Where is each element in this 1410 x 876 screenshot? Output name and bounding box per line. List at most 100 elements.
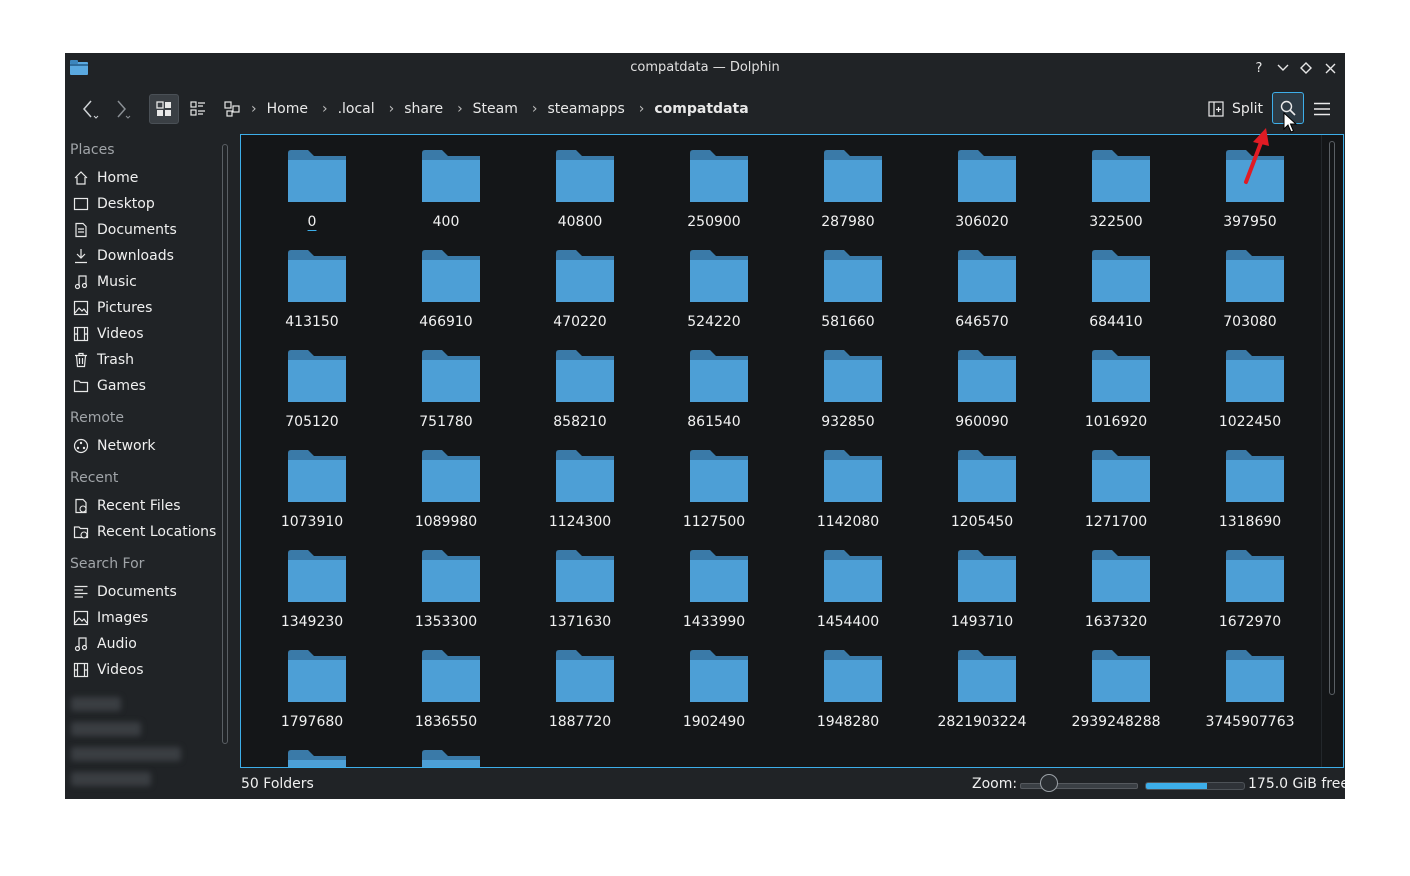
details-view-button[interactable]	[183, 94, 213, 124]
zoom-slider-handle[interactable]	[1040, 774, 1058, 792]
folder-item[interactable]: 413150	[245, 235, 379, 335]
folder-item[interactable]: 2939248288	[1049, 635, 1183, 735]
breadcrumb-separator-icon: ›	[531, 101, 538, 117]
breadcrumb-steam[interactable]: Steam	[472, 101, 518, 117]
content-scrollbar[interactable]	[1329, 141, 1335, 695]
folder-item[interactable]: 397950	[1183, 135, 1317, 235]
folder-item[interactable]: 466910	[379, 235, 513, 335]
folder-item[interactable]: 932850	[781, 335, 915, 435]
zoom-slider-track[interactable]	[1020, 783, 1138, 789]
minimize-button[interactable]	[1273, 58, 1293, 78]
folder-item[interactable]: 1318690	[1183, 435, 1317, 535]
folder-item[interactable]: 3745907763	[1183, 635, 1317, 735]
free-space-bar	[1145, 782, 1245, 790]
close-button[interactable]	[1320, 58, 1340, 78]
folder-item[interactable]: 1073910	[245, 435, 379, 535]
folder-item[interactable]: 0	[245, 135, 379, 235]
breadcrumb-steamapps[interactable]: steamapps	[547, 101, 625, 117]
folder-item[interactable]: 322500	[1049, 135, 1183, 235]
folder-item[interactable]: 40800	[513, 135, 647, 235]
diamond-icon	[1300, 62, 1312, 74]
folder-item[interactable]: 646570	[915, 235, 1049, 335]
sidebar-item-network[interactable]: Network	[73, 435, 155, 457]
sidebar-item-downloads[interactable]: Downloads	[73, 245, 174, 267]
folder-item[interactable]: 1124300	[513, 435, 647, 535]
folder-label: 858210	[553, 414, 607, 430]
folder-item[interactable]: 581660	[781, 235, 915, 335]
folder-item[interactable]: 1493710	[915, 535, 1049, 635]
folder-item[interactable]: 1836550	[379, 635, 513, 735]
sidebar-item-recent-files[interactable]: Recent Files	[73, 495, 181, 517]
folder-item[interactable]: 306020	[915, 135, 1049, 235]
sidebar-item-games[interactable]: Games	[73, 375, 146, 397]
sidebar-item-documents[interactable]: Documents	[73, 219, 177, 241]
folder-item[interactable]: 684410	[1049, 235, 1183, 335]
titlebar: compatdata — Dolphin ?	[65, 53, 1345, 82]
folder-item[interactable]	[245, 735, 379, 767]
sidebar-item-recent-locations[interactable]: Recent Locations	[73, 521, 216, 543]
folder-item[interactable]: 751780	[379, 335, 513, 435]
file-view[interactable]: 0 400 40800 250900 287980 306020 322500 397950 4…	[240, 134, 1344, 768]
icons-view-button[interactable]	[149, 94, 179, 124]
sidebar-item-videos[interactable]: Videos	[73, 323, 144, 345]
folder-item[interactable]: 1637320	[1049, 535, 1183, 635]
sidebar-item-trash[interactable]: Trash	[73, 349, 134, 371]
folder-item[interactable]: 1948280	[781, 635, 915, 735]
folder-item[interactable]: 287980	[781, 135, 915, 235]
folder-item[interactable]	[379, 735, 513, 767]
folder-item[interactable]: 705120	[245, 335, 379, 435]
hamburger-menu-button[interactable]	[1311, 96, 1333, 122]
maximize-button[interactable]	[1296, 58, 1316, 78]
folder-item[interactable]: 861540	[647, 335, 781, 435]
folder-item[interactable]: 250900	[647, 135, 781, 235]
folder-label: 684410	[1089, 314, 1143, 330]
folder-item[interactable]: 1127500	[647, 435, 781, 535]
folder-item[interactable]: 524220	[647, 235, 781, 335]
folder-item[interactable]: 1349230	[245, 535, 379, 635]
folder-item[interactable]: 960090	[915, 335, 1049, 435]
folder-item[interactable]: 703080	[1183, 235, 1317, 335]
folder-item[interactable]: 1433990	[647, 535, 781, 635]
folder-item[interactable]: 470220	[513, 235, 647, 335]
folder-item[interactable]: 1089980	[379, 435, 513, 535]
folder-item[interactable]: 1353300	[379, 535, 513, 635]
music-icon	[74, 275, 88, 290]
back-button[interactable]	[75, 96, 103, 122]
breadcrumb-home[interactable]: Home	[266, 101, 308, 117]
sidebar-item-pictures[interactable]: Pictures	[73, 297, 152, 319]
sidebar-item-label: Music	[97, 274, 137, 290]
sidebar-item-desktop[interactable]: Desktop	[73, 193, 155, 215]
folder-icon	[422, 550, 480, 602]
folder-item[interactable]: 2821903224	[915, 635, 1049, 735]
sidebar-item-music[interactable]: Music	[73, 271, 137, 293]
forward-button[interactable]	[107, 96, 135, 122]
folder-item[interactable]: 400	[379, 135, 513, 235]
folder-item[interactable]: 1887720	[513, 635, 647, 735]
sidebar-item-search-videos[interactable]: Videos	[73, 659, 144, 681]
folder-item[interactable]: 1271700	[1049, 435, 1183, 535]
folder-item[interactable]: 1797680	[245, 635, 379, 735]
folder-item[interactable]: 858210	[513, 335, 647, 435]
folder-item[interactable]: 1016920	[1049, 335, 1183, 435]
search-button[interactable]	[1272, 92, 1304, 124]
folder-item[interactable]: 1454400	[781, 535, 915, 635]
folder-item[interactable]: 1142080	[781, 435, 915, 535]
sidebar-item-home[interactable]: Home	[73, 167, 138, 189]
split-button[interactable]: Split	[1208, 96, 1263, 122]
breadcrumb-separator-icon: ›	[457, 101, 463, 117]
folder-item[interactable]: 1902490	[647, 635, 781, 735]
folder-item[interactable]: 1371630	[513, 535, 647, 635]
blurred-section	[71, 697, 121, 711]
sidebar-item-search-images[interactable]: Images	[73, 607, 148, 629]
breadcrumb-share[interactable]: share	[404, 101, 444, 117]
folder-item[interactable]: 1672970	[1183, 535, 1317, 635]
help-button[interactable]: ?	[1255, 60, 1263, 76]
folder-item[interactable]: 1022450	[1183, 335, 1317, 435]
sidebar-scrollbar[interactable]	[222, 144, 228, 744]
sidebar-item-search-audio[interactable]: Audio	[73, 633, 137, 655]
compact-view-button[interactable]	[217, 94, 247, 124]
breadcrumb-compatdata[interactable]: compatdata	[654, 101, 749, 117]
breadcrumb-local[interactable]: .local	[337, 101, 375, 117]
sidebar-item-search-documents[interactable]: Documents	[73, 581, 177, 603]
folder-item[interactable]: 1205450	[915, 435, 1049, 535]
